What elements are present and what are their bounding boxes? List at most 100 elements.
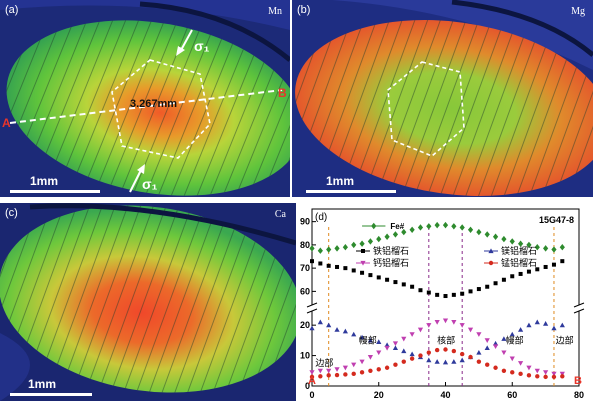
data-point: [309, 245, 315, 252]
data-point: [485, 362, 490, 367]
data-point: [334, 327, 340, 332]
y-tick-label: 70: [300, 263, 310, 273]
legend-label: 锰铝榴石: [501, 257, 537, 269]
data-point: [343, 266, 348, 271]
data-point: [518, 271, 523, 276]
data-point: [451, 223, 457, 230]
data-point: [501, 350, 507, 356]
point-b-label: B: [278, 86, 287, 100]
data-point: [534, 244, 540, 251]
series-diamond: [309, 221, 565, 254]
data-point: [543, 321, 549, 326]
data-point: [385, 277, 390, 282]
zone-label: 幔部: [506, 334, 524, 346]
data-point: [534, 319, 540, 325]
data-point: [417, 224, 424, 231]
data-point: [418, 288, 423, 293]
data-point: [476, 359, 482, 364]
data-point: [309, 325, 315, 331]
data-point: [551, 371, 557, 377]
data-point: [401, 336, 407, 342]
data-point: [384, 365, 390, 370]
data-point: [342, 365, 348, 371]
data-point: [342, 328, 348, 334]
data-point: [409, 356, 415, 361]
data-point: [534, 368, 540, 374]
data-point: [409, 351, 415, 357]
data-point: [351, 362, 357, 368]
x-tick-label: 60: [507, 390, 517, 400]
data-point: [476, 332, 482, 337]
data-point: [459, 351, 465, 357]
data-point: [509, 238, 515, 245]
data-point: [417, 327, 424, 333]
data-point: [434, 359, 440, 364]
data-point: [484, 231, 490, 238]
data-point: [318, 261, 323, 266]
data-point: [426, 350, 432, 355]
data-point: [376, 275, 381, 280]
data-point: [418, 353, 423, 358]
chart-marks: [309, 221, 565, 380]
panel-c-element: Ca: [274, 209, 286, 220]
legend-label: 铁铝榴石: [373, 245, 409, 257]
data-point: [326, 322, 332, 328]
data-point: [393, 362, 398, 367]
sigma-top-label: σ₁: [194, 38, 210, 54]
break-gap: [575, 305, 583, 311]
data-point: [367, 238, 374, 245]
data-point: [543, 245, 549, 252]
data-point: [409, 226, 415, 233]
data-point: [535, 267, 540, 272]
data-point: [434, 320, 440, 325]
data-point: [309, 374, 315, 380]
data-point: [442, 359, 449, 365]
point-b-label: B: [574, 375, 582, 387]
data-point: [310, 259, 314, 264]
data-point: [517, 327, 524, 332]
data-point: [517, 240, 524, 247]
data-point: [501, 368, 507, 373]
data-point: [443, 294, 448, 299]
y-tick-label: 20: [300, 320, 310, 330]
data-point: [492, 233, 499, 240]
data-point: [443, 347, 448, 352]
series-triangle-down: [309, 318, 565, 377]
panel-a-mn-map: (a) Mn 3.267mm A B σ₁ σ₁ 1mm: [0, 0, 290, 197]
data-point: [334, 245, 340, 252]
y-tick-label: 10: [300, 351, 310, 361]
data-point: [560, 374, 565, 379]
data-point: [467, 327, 474, 333]
x-tick-label: 0: [309, 390, 314, 400]
data-point: [451, 292, 456, 297]
data-point: [476, 287, 481, 292]
panel-a-scalebar: [10, 190, 100, 193]
data-point: [434, 347, 440, 353]
data-point: [460, 291, 465, 296]
panel-d-label: (d): [315, 212, 327, 223]
data-point: [459, 357, 465, 363]
data-point: [392, 345, 399, 351]
data-point: [401, 228, 407, 236]
data-point: [343, 372, 348, 377]
data-point: [384, 342, 390, 348]
data-point: [560, 259, 565, 264]
sigma-arrow-bottom: [129, 167, 143, 193]
point-a-label: A: [2, 116, 11, 130]
zone-label: 核部: [437, 334, 455, 346]
data-point: [359, 370, 365, 375]
x-tick-label: 80: [574, 390, 584, 400]
zone-label: 边部: [556, 334, 574, 346]
data-point: [326, 246, 332, 253]
data-point: [393, 280, 398, 285]
data-point: [501, 277, 506, 282]
data-point: [485, 284, 490, 289]
data-point: [401, 282, 406, 287]
data-point: [410, 284, 415, 289]
data-point: [309, 370, 315, 375]
break-mark: [573, 302, 585, 308]
series-triangle-up: [309, 319, 565, 365]
data-point: [488, 260, 494, 266]
panel-a-element: Mn: [268, 6, 282, 17]
